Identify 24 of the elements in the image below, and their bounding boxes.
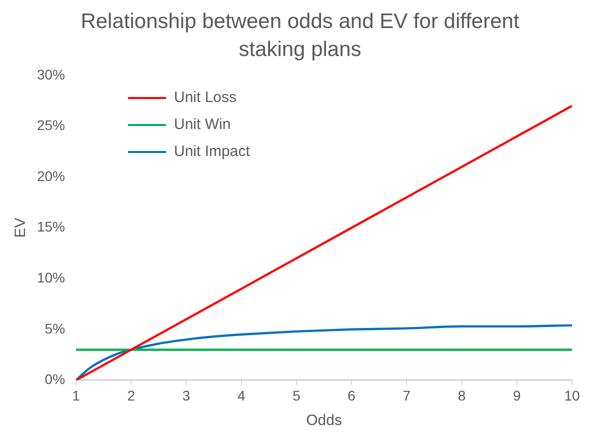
x-tick-label: 6 <box>348 387 356 404</box>
legend-label: Unit Impact <box>174 143 250 160</box>
y-tick-label: 25% <box>36 117 66 134</box>
y-tick-label: 5% <box>44 320 66 336</box>
y-tick-label: 10% <box>36 269 66 286</box>
y-tick-label: 30% <box>36 66 66 82</box>
x-tick-label: 1 <box>72 387 80 404</box>
y-tick-label: 0% <box>44 371 66 388</box>
x-tick-label: 3 <box>182 387 190 404</box>
y-tick-label: 20% <box>36 168 66 184</box>
line-series <box>76 324 572 380</box>
x-tick-label: 4 <box>237 387 246 404</box>
chart-title: Relationship between odds and EV for different staking plans <box>80 9 520 63</box>
x-tick-label: 2 <box>127 387 136 404</box>
legend-label: Unit Loss <box>174 89 237 106</box>
x-axis-title: Odds <box>306 412 342 430</box>
x-tick-label: 9 <box>512 387 521 404</box>
legend-label: Unit Win <box>174 116 231 133</box>
x-tick-label: 5 <box>292 387 301 404</box>
x-tick-label: 7 <box>402 387 411 404</box>
x-tick-label: 8 <box>458 387 466 404</box>
x-tick-label: 10 <box>564 387 580 404</box>
y-axis-title: EV <box>12 218 30 238</box>
y-tick-label: 15% <box>36 218 66 235</box>
